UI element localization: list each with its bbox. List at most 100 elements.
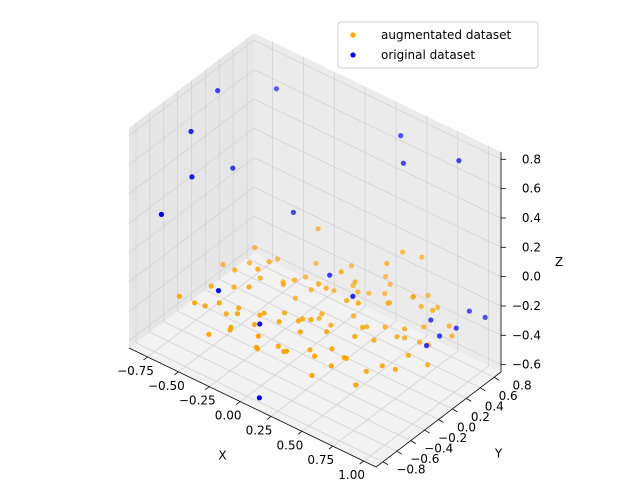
point-augmentated xyxy=(363,368,369,374)
point-augmentated xyxy=(384,260,390,267)
point-augmentated xyxy=(252,245,258,251)
x-tick xyxy=(328,445,334,450)
x-axis-label: X xyxy=(218,449,226,463)
point-augmentated xyxy=(297,329,303,335)
point-augmentated xyxy=(251,321,257,328)
point-original xyxy=(466,308,472,314)
z-tick-label: −0.4 xyxy=(512,328,541,342)
x-axis-line xyxy=(128,347,377,468)
point-original xyxy=(398,133,404,139)
y-tick xyxy=(493,376,500,381)
point-augmentated xyxy=(234,311,241,317)
point-augmentated xyxy=(202,303,208,309)
point-augmentated xyxy=(208,283,214,289)
point-augmentated xyxy=(216,300,222,306)
y-gridline xyxy=(177,91,425,431)
point-augmentated xyxy=(309,372,315,378)
point-original xyxy=(215,88,221,94)
point-augmentated xyxy=(419,254,425,260)
point-augmentated xyxy=(430,307,436,313)
point-augmentated xyxy=(291,277,298,283)
point-augmentated xyxy=(206,331,212,337)
point-augmentated xyxy=(371,337,377,343)
point-augmentated xyxy=(246,260,252,266)
point-original xyxy=(428,317,434,323)
point-augmentated xyxy=(312,353,318,359)
z-gridline xyxy=(128,127,502,248)
point-original xyxy=(482,314,488,320)
point-original xyxy=(230,165,236,171)
point-augmentated xyxy=(255,333,261,339)
legend-frame xyxy=(337,21,539,69)
point-augmentated xyxy=(425,292,431,298)
z-tick-label: 0.4 xyxy=(522,211,541,225)
legend: augmentated dataset original dataset xyxy=(337,21,539,69)
point-augmentated xyxy=(276,319,282,325)
y-tick-label: 0.6 xyxy=(499,389,518,403)
point-augmentated xyxy=(232,267,238,273)
point-augmentated xyxy=(236,305,242,311)
y-tick-label: 0.8 xyxy=(513,378,532,392)
point-augmentated xyxy=(405,352,411,358)
point-augmentated xyxy=(446,323,452,329)
point-augmentated xyxy=(261,310,267,316)
point-original xyxy=(256,395,262,401)
point-augmentated xyxy=(418,303,424,310)
x-gridline xyxy=(239,86,366,402)
x-tick xyxy=(174,371,179,376)
point-augmentated xyxy=(319,311,325,317)
y-tick-label: −0.2 xyxy=(438,431,467,445)
point-augmentated xyxy=(400,249,406,255)
x-tick-label: 0.25 xyxy=(246,423,273,437)
point-augmentated xyxy=(275,256,281,262)
point-augmentated xyxy=(281,310,287,316)
z-tick-label: 0.0 xyxy=(522,270,541,284)
legend-label: original dataset xyxy=(381,48,475,62)
point-augmentated xyxy=(379,363,385,369)
y-gridline xyxy=(149,112,397,452)
x-tick-label: 0.75 xyxy=(307,453,334,467)
x-tick xyxy=(359,460,364,465)
point-augmentated xyxy=(387,281,393,287)
point-augmentated xyxy=(228,324,234,330)
y-gridline xyxy=(191,80,439,420)
x-tick xyxy=(235,401,241,405)
point-augmentated xyxy=(254,346,261,352)
point-original xyxy=(327,272,333,278)
point-original xyxy=(350,293,356,299)
point-augmentated xyxy=(328,363,334,369)
point-original xyxy=(257,321,263,327)
point-augmentated xyxy=(382,291,388,297)
x-tick xyxy=(266,416,272,420)
point-augmentated xyxy=(315,226,321,232)
data-points xyxy=(158,86,488,401)
point-augmentated xyxy=(192,300,198,306)
y-axis-label: Y xyxy=(494,447,503,461)
z-axis-label: Z xyxy=(555,255,563,269)
x-gridline xyxy=(147,41,273,358)
point-augmentated xyxy=(257,275,263,281)
x-gridline xyxy=(270,101,397,417)
point-original xyxy=(400,160,406,166)
tick-labels: −0.75−0.50−0.250.000.250.500.751.00 −0.8−… xyxy=(117,152,541,480)
point-augmentated xyxy=(355,300,361,306)
point-augmentated xyxy=(366,290,372,296)
legend-marker xyxy=(350,52,356,58)
z-gridline xyxy=(128,69,502,190)
y-gridline xyxy=(246,38,495,378)
z-tick-label: −0.6 xyxy=(512,358,541,372)
point-augmentated xyxy=(341,355,347,361)
z-gridline xyxy=(128,186,502,307)
point-augmentated xyxy=(246,284,252,290)
point-augmentated xyxy=(295,318,301,324)
point-augmentated xyxy=(331,288,337,294)
point-augmentated xyxy=(231,284,237,290)
point-augmentated xyxy=(364,324,370,330)
point-augmentated xyxy=(394,334,400,340)
point-augmentated xyxy=(344,298,350,304)
z-tick-label: 0.8 xyxy=(522,152,541,166)
point-original xyxy=(453,325,459,331)
legend-label: augmentated dataset xyxy=(381,28,511,42)
point-augmentated xyxy=(313,260,319,266)
